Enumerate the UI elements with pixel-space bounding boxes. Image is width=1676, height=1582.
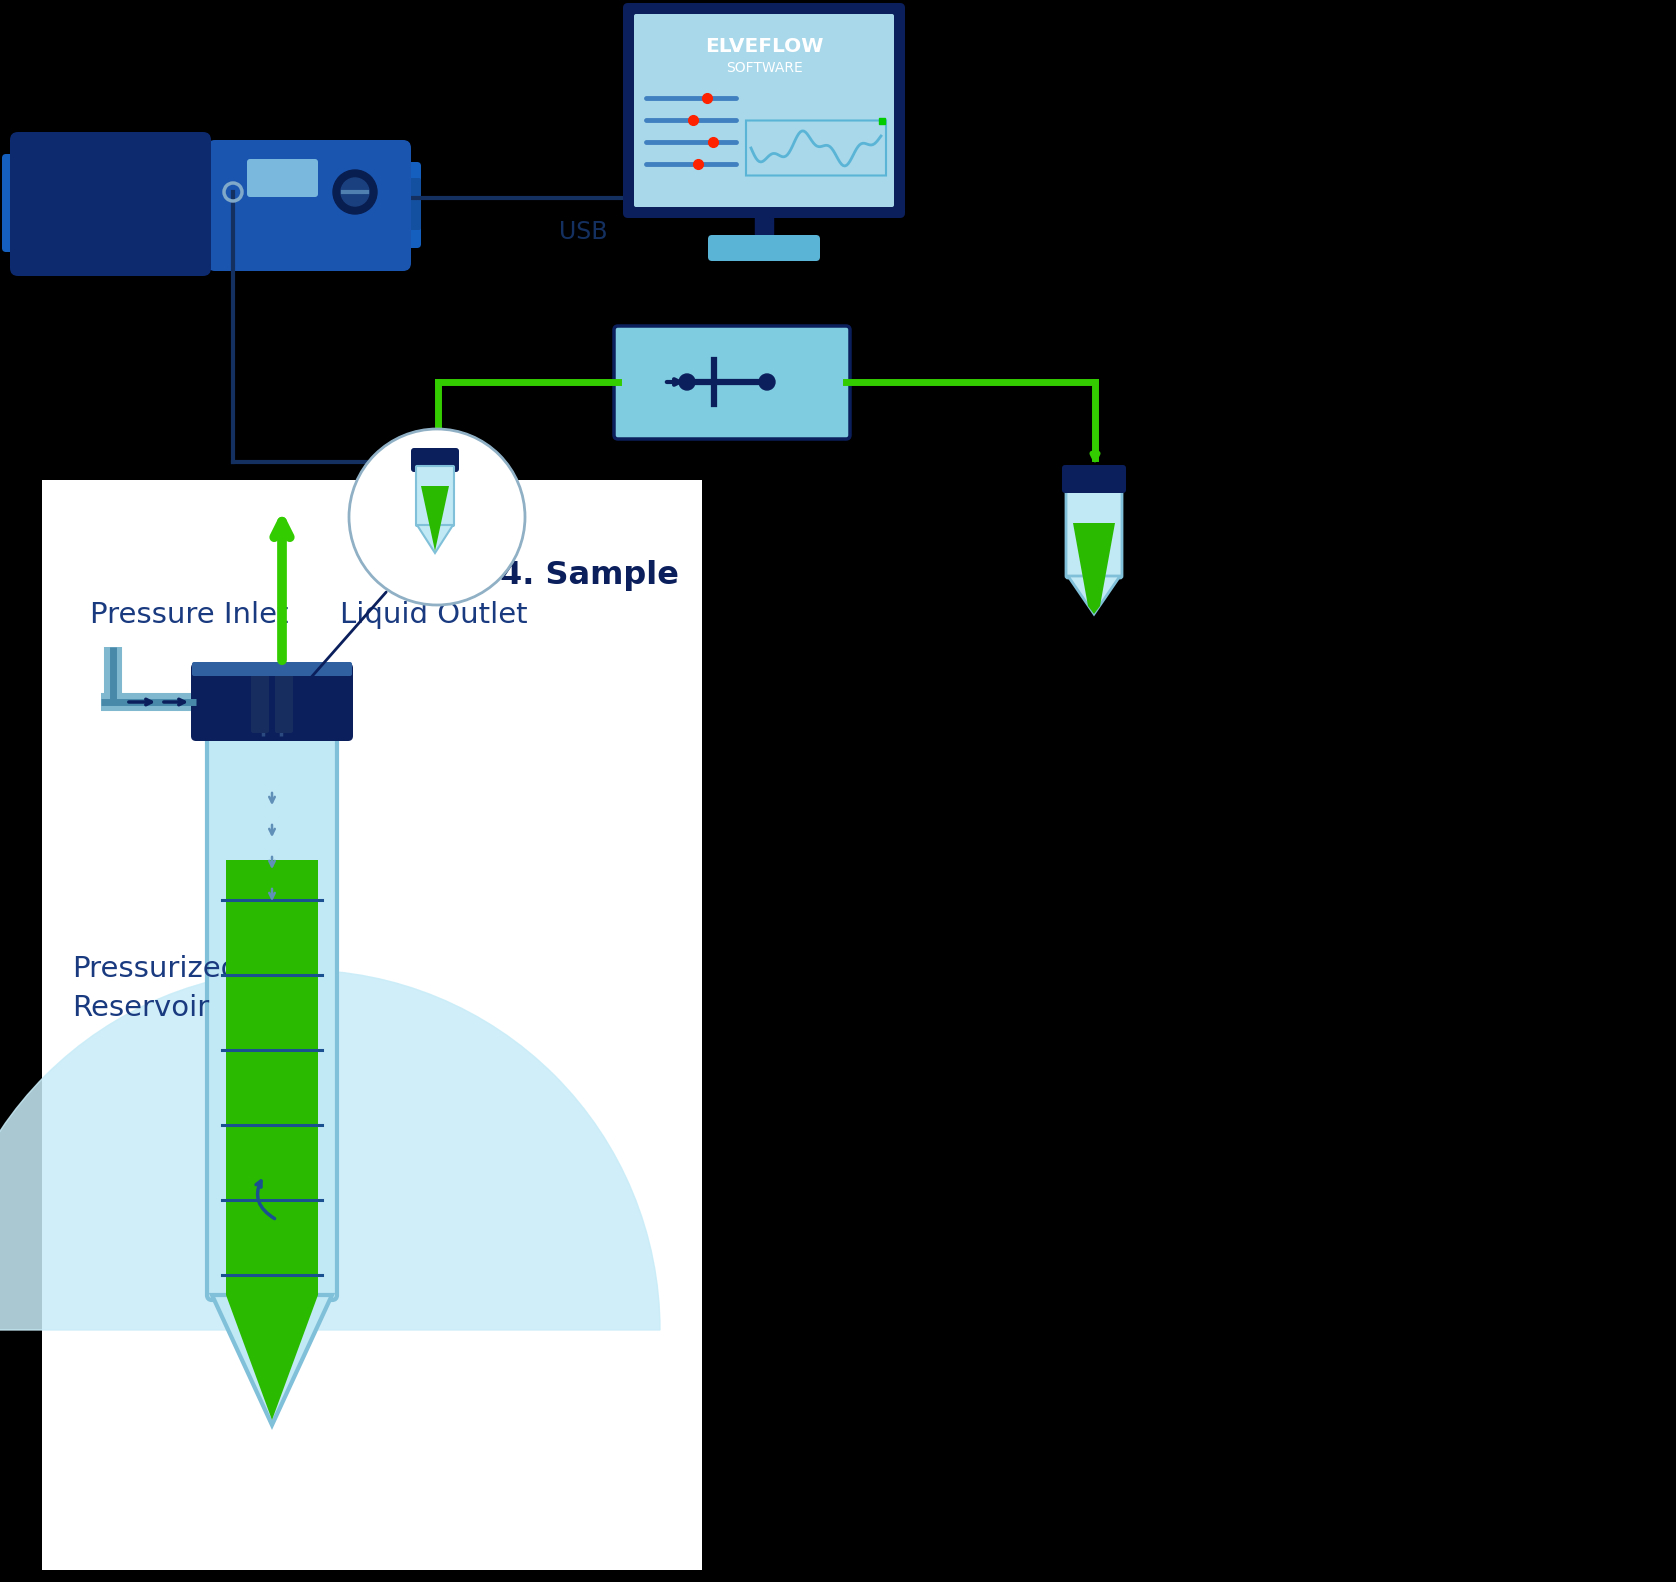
FancyBboxPatch shape xyxy=(246,160,318,198)
FancyBboxPatch shape xyxy=(198,153,221,252)
Text: Pressurized
Reservoir: Pressurized Reservoir xyxy=(72,954,240,1022)
FancyBboxPatch shape xyxy=(275,671,293,732)
FancyBboxPatch shape xyxy=(226,861,318,1296)
FancyBboxPatch shape xyxy=(416,467,454,525)
Circle shape xyxy=(679,373,696,391)
FancyBboxPatch shape xyxy=(623,3,905,218)
Text: Liquid Outlet: Liquid Outlet xyxy=(340,601,528,630)
Text: 4. Sample: 4. Sample xyxy=(499,560,679,590)
FancyBboxPatch shape xyxy=(10,131,211,275)
Text: Pressure Inlet: Pressure Inlet xyxy=(91,601,288,630)
FancyBboxPatch shape xyxy=(401,179,421,229)
FancyBboxPatch shape xyxy=(199,161,223,248)
FancyBboxPatch shape xyxy=(208,699,337,1300)
FancyBboxPatch shape xyxy=(613,326,850,438)
Circle shape xyxy=(334,169,377,214)
FancyBboxPatch shape xyxy=(634,14,893,207)
FancyBboxPatch shape xyxy=(2,153,27,252)
Circle shape xyxy=(759,373,774,391)
Wedge shape xyxy=(0,970,660,1330)
FancyBboxPatch shape xyxy=(251,671,270,732)
Polygon shape xyxy=(421,486,449,551)
FancyBboxPatch shape xyxy=(397,161,421,248)
FancyBboxPatch shape xyxy=(1066,486,1121,577)
Text: USB: USB xyxy=(560,220,608,244)
FancyBboxPatch shape xyxy=(411,448,459,471)
FancyBboxPatch shape xyxy=(1063,465,1126,494)
Circle shape xyxy=(349,429,525,604)
Polygon shape xyxy=(211,1296,332,1425)
Polygon shape xyxy=(226,1296,318,1421)
Circle shape xyxy=(340,179,369,206)
Polygon shape xyxy=(1073,524,1115,614)
FancyBboxPatch shape xyxy=(208,139,411,271)
Polygon shape xyxy=(417,525,453,554)
FancyBboxPatch shape xyxy=(191,663,354,740)
Polygon shape xyxy=(1068,576,1120,614)
FancyBboxPatch shape xyxy=(707,236,820,261)
Text: ELVEFLOW: ELVEFLOW xyxy=(704,36,823,55)
Text: SOFTWARE: SOFTWARE xyxy=(726,62,803,74)
FancyBboxPatch shape xyxy=(193,661,352,676)
FancyBboxPatch shape xyxy=(42,479,702,1569)
